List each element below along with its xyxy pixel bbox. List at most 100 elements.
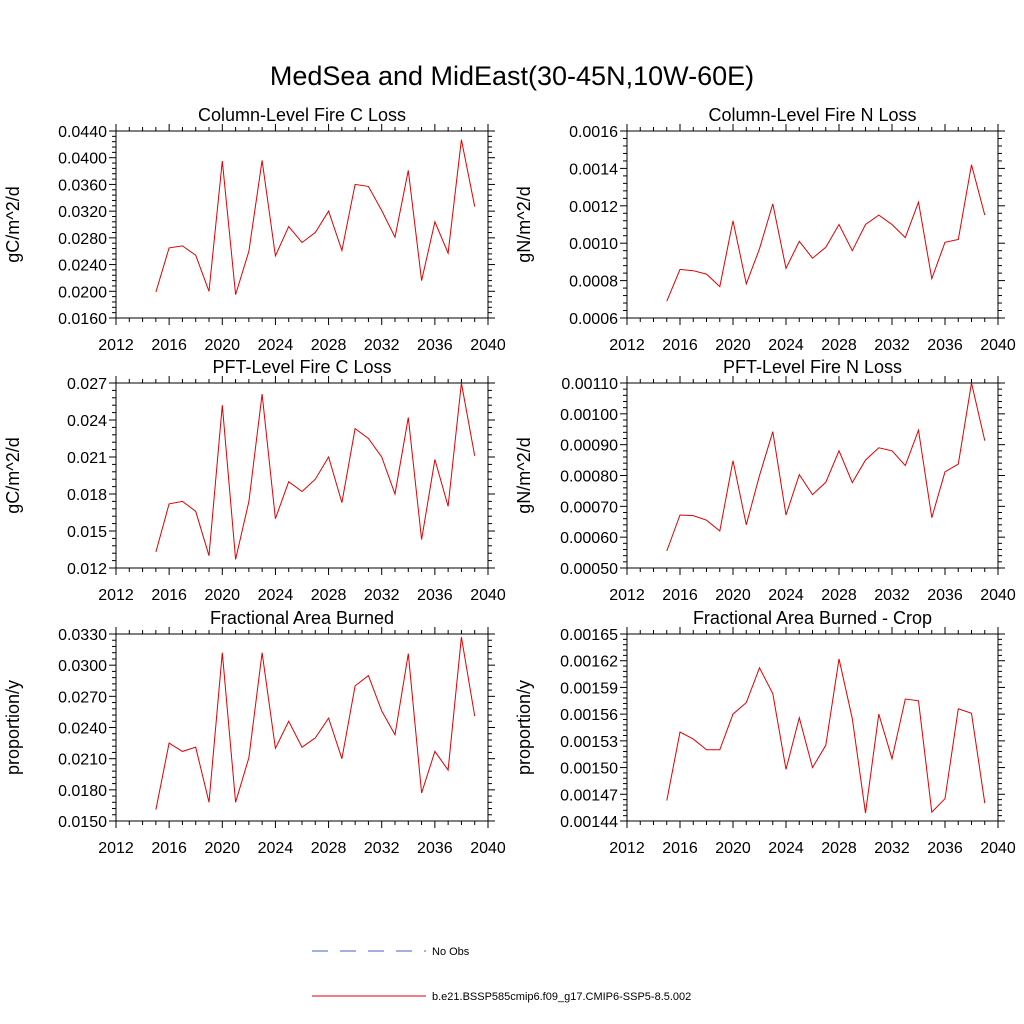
y-tick-label: 0.027: [67, 376, 107, 393]
panel-title: Column-Level Fire N Loss: [708, 105, 916, 125]
y-tick-label: 0.0010: [569, 236, 618, 253]
y-axis-label: gC/m^2/d: [3, 186, 23, 262]
x-tick-label: 2032: [874, 840, 910, 857]
x-tick-label: 2020: [715, 840, 751, 857]
x-tick-label: 2028: [311, 337, 347, 354]
y-tick-label: 0.00050: [560, 561, 618, 578]
legend: No Obs b.e21.BSSP585cmip6.f09_g17.CMIP6-…: [312, 946, 691, 1003]
x-tick-label: 2040: [470, 337, 506, 354]
x-tick-label: 2024: [768, 840, 804, 857]
x-tick-label: 2012: [98, 840, 134, 857]
panel-4: 2012 2016 2020 2024 2028 2032 2036 2040 0.00050 0…: [514, 357, 1016, 604]
x-tick-label: 2036: [417, 840, 453, 857]
panel-title: Fractional Area Burned: [210, 608, 394, 628]
x-tick-label: 2040: [980, 840, 1016, 857]
x-tick-label: 2036: [927, 587, 963, 604]
y-tick-label: 0.00150: [560, 761, 618, 778]
y-tick-label: 0.0240: [58, 258, 107, 275]
x-tick-label: 2036: [417, 587, 453, 604]
x-tick-label: 2032: [874, 587, 910, 604]
y-tick-label: 0.0360: [58, 177, 107, 194]
y-tick-label: 0.0160: [58, 311, 107, 328]
x-tick-label: 2016: [151, 840, 187, 857]
series-line: [155, 382, 476, 560]
x-tick-label: 2024: [258, 840, 294, 857]
series-line: [155, 637, 476, 810]
x-tick-label: 2020: [204, 337, 240, 354]
x-tick-label: 2012: [609, 587, 645, 604]
plot-frame: [115, 633, 489, 822]
y-tick-label: 0.0210: [58, 752, 107, 769]
y-tick-label: 0.00153: [560, 734, 618, 751]
x-tick-label: 2040: [470, 587, 506, 604]
y-tick-label: 0.0300: [58, 658, 107, 675]
x-tick-label: 2020: [204, 587, 240, 604]
x-tick-label: 2020: [715, 337, 751, 354]
y-tick-label: 0.0440: [58, 124, 107, 141]
legend-label-no-obs: No Obs: [432, 946, 470, 958]
x-tick-label: 2040: [980, 587, 1016, 604]
y-tick-label: 0.024: [67, 413, 107, 430]
x-tick-label: 2016: [662, 840, 698, 857]
x-tick-label: 2040: [980, 337, 1016, 354]
x-tick-label: 2016: [662, 337, 698, 354]
y-tick-label: 0.00144: [560, 814, 618, 831]
y-axis-label: proportion/y: [3, 680, 23, 775]
y-tick-label: 0.00147: [560, 787, 618, 804]
y-tick-label: 0.0012: [569, 199, 618, 216]
y-tick-label: 0.00165: [560, 627, 618, 644]
y-tick-label: 0.012: [67, 561, 107, 578]
x-tick-label: 2032: [364, 337, 400, 354]
x-tick-label: 2036: [417, 337, 453, 354]
y-axis-label: gN/m^2/d: [514, 186, 534, 262]
x-tick-label: 2024: [258, 587, 294, 604]
x-tick-label: 2024: [768, 587, 804, 604]
plot-frame: [626, 633, 999, 822]
panel-title: Column-Level Fire C Loss: [198, 105, 406, 125]
plot-frame: [626, 382, 999, 569]
y-tick-label: 0.00100: [560, 407, 618, 424]
y-tick-label: 0.0280: [58, 231, 107, 248]
series-line: [666, 164, 986, 302]
y-tick-label: 0.0240: [58, 721, 107, 738]
series-line: [666, 658, 986, 814]
series-line: [666, 382, 986, 552]
y-tick-label: 0.0400: [58, 151, 107, 168]
panel-title: Fractional Area Burned - Crop: [693, 608, 932, 628]
y-axis-label: gC/m^2/d: [3, 437, 23, 513]
x-tick-label: 2036: [927, 337, 963, 354]
y-tick-label: 0.0008: [569, 274, 618, 291]
x-tick-label: 2032: [364, 587, 400, 604]
y-tick-label: 0.00156: [560, 707, 618, 724]
panel-title: PFT-Level Fire N Loss: [723, 357, 902, 377]
x-tick-label: 2012: [609, 337, 645, 354]
y-tick-label: 0.00070: [560, 499, 618, 516]
x-tick-label: 2028: [311, 840, 347, 857]
panel-6: 2012 2016 2020 2024 2028 2032 2036 2040 0.00144 0…: [514, 608, 1016, 857]
y-tick-label: 0.00159: [560, 680, 618, 697]
series-line: [155, 139, 476, 295]
x-tick-label: 2016: [151, 587, 187, 604]
x-tick-label: 2020: [204, 840, 240, 857]
x-tick-label: 2012: [609, 840, 645, 857]
x-tick-label: 2012: [98, 337, 134, 354]
y-tick-label: 0.018: [67, 487, 107, 504]
x-tick-label: 2036: [927, 840, 963, 857]
y-axis-label: gN/m^2/d: [514, 437, 534, 513]
y-tick-label: 0.00110: [561, 376, 618, 393]
y-tick-label: 0.00080: [560, 469, 618, 486]
y-tick-label: 0.0200: [58, 284, 107, 301]
legend-label-model-run: b.e21.BSSP585cmip6.f09_g17.CMIP6-SSP5-8.…: [432, 991, 691, 1003]
x-tick-label: 2016: [151, 337, 187, 354]
y-tick-label: 0.015: [67, 524, 107, 541]
panel-title: PFT-Level Fire C Loss: [212, 357, 391, 377]
x-tick-label: 2032: [874, 337, 910, 354]
y-tick-label: 0.00090: [560, 438, 618, 455]
figure-title: MedSea and MidEast(30-45N,10W-60E): [270, 61, 754, 91]
y-tick-label: 0.0016: [569, 124, 618, 141]
x-tick-label: 2012: [98, 587, 134, 604]
panel-3: 2012 2016 2020 2024 2028 2032 2036 2040 0.012 0.0…: [3, 357, 506, 604]
y-tick-label: 0.0320: [58, 204, 107, 221]
x-tick-label: 2032: [364, 840, 400, 857]
